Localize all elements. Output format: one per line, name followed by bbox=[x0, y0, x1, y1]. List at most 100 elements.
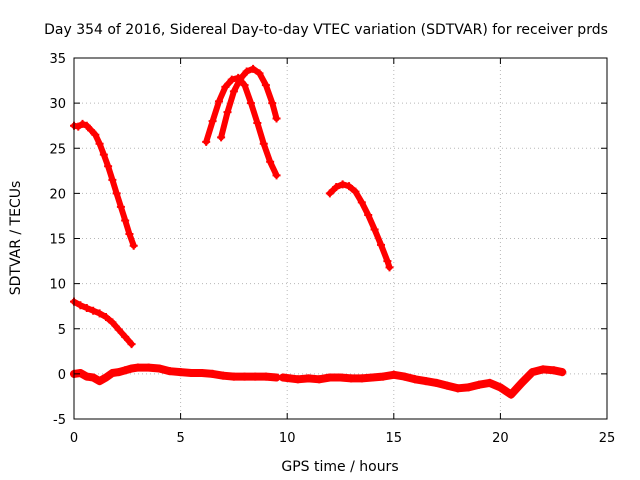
data-point bbox=[112, 189, 121, 198]
data-point bbox=[114, 368, 123, 377]
data-point bbox=[379, 372, 388, 381]
y-tick-label: 5 bbox=[58, 323, 66, 338]
data-point bbox=[125, 229, 134, 238]
data-point bbox=[208, 117, 217, 126]
data-point bbox=[558, 368, 567, 377]
data-point bbox=[101, 313, 110, 322]
data-point bbox=[411, 375, 420, 384]
data-point bbox=[95, 309, 104, 318]
data-point bbox=[268, 99, 277, 108]
data-point bbox=[155, 364, 164, 373]
x-tick-label: 25 bbox=[599, 431, 616, 446]
data-point bbox=[507, 390, 516, 399]
data-point bbox=[266, 157, 275, 166]
data-point bbox=[246, 99, 255, 108]
data-point bbox=[377, 240, 386, 249]
data-point bbox=[89, 373, 98, 382]
data-point bbox=[475, 380, 484, 389]
x-tick-label: 15 bbox=[386, 431, 403, 446]
data-point bbox=[108, 318, 117, 327]
data-point bbox=[304, 374, 313, 383]
data-point bbox=[485, 378, 494, 387]
data-point bbox=[293, 375, 302, 384]
data-point bbox=[217, 133, 226, 142]
data-point bbox=[114, 325, 123, 334]
data-point bbox=[383, 257, 392, 266]
data-point bbox=[229, 372, 238, 381]
data-point bbox=[89, 306, 98, 315]
data-point bbox=[127, 340, 136, 349]
data-point bbox=[236, 74, 245, 83]
series-near-zero-1 bbox=[70, 363, 281, 386]
data-point bbox=[336, 373, 345, 382]
data-point bbox=[255, 69, 264, 78]
y-tick-label: -5 bbox=[53, 413, 66, 428]
data-point bbox=[332, 183, 341, 192]
axis-ticks: 0 5 10 15 20 25 -5 0 5 10 15 20 25 30 35 bbox=[49, 52, 615, 446]
data-point bbox=[214, 97, 223, 106]
y-axis-label: SDTVAR / TECUs bbox=[8, 181, 24, 296]
data-point bbox=[165, 367, 174, 376]
data-point bbox=[249, 64, 258, 73]
data-point bbox=[421, 377, 430, 386]
data-point bbox=[325, 373, 334, 382]
data-point bbox=[272, 171, 281, 180]
data-point bbox=[91, 130, 100, 139]
x-axis-label: GPS time / hours bbox=[281, 459, 398, 475]
y-tick-label: 0 bbox=[58, 368, 66, 383]
data-point bbox=[87, 126, 96, 135]
data-point bbox=[99, 150, 108, 159]
data-point bbox=[116, 202, 125, 211]
data-point bbox=[325, 189, 334, 198]
series-arc-5 bbox=[326, 181, 393, 271]
data-point bbox=[242, 67, 251, 76]
y-tick-label: 35 bbox=[49, 52, 66, 67]
data-point bbox=[496, 383, 505, 392]
data-point bbox=[347, 374, 356, 383]
data-point bbox=[278, 373, 287, 382]
data-point bbox=[227, 75, 236, 84]
data-point bbox=[432, 378, 441, 387]
data-point bbox=[528, 368, 537, 377]
data-point bbox=[187, 368, 196, 377]
data-point bbox=[76, 368, 85, 377]
data-point bbox=[464, 383, 473, 392]
x-tick-label: 0 bbox=[70, 431, 78, 446]
data-point bbox=[104, 162, 113, 171]
chart-title: Day 354 of 2016, Sidereal Day-to-day VTE… bbox=[44, 22, 608, 38]
y-tick-label: 30 bbox=[49, 97, 66, 112]
data-point bbox=[351, 187, 360, 196]
data-point bbox=[253, 118, 262, 127]
data-point bbox=[95, 377, 104, 386]
data-point bbox=[221, 82, 230, 91]
data-point bbox=[74, 122, 83, 131]
data-point bbox=[121, 366, 130, 375]
data-point bbox=[197, 368, 206, 377]
data-point bbox=[121, 332, 130, 341]
x-tick-label: 5 bbox=[176, 431, 184, 446]
data-point bbox=[539, 365, 548, 374]
data-point bbox=[223, 108, 232, 117]
data-point bbox=[82, 121, 91, 130]
data-point bbox=[549, 366, 558, 375]
data-point bbox=[272, 114, 281, 123]
data-point bbox=[95, 139, 104, 148]
plot-series bbox=[70, 64, 567, 399]
series-arc-1 bbox=[71, 120, 137, 249]
series-arc-2 bbox=[71, 298, 135, 348]
data-point bbox=[261, 372, 270, 381]
data-point bbox=[453, 384, 462, 393]
data-point bbox=[240, 81, 249, 90]
data-point bbox=[385, 263, 394, 272]
data-point bbox=[202, 137, 211, 146]
y-tick-label: 15 bbox=[49, 233, 66, 248]
data-point bbox=[261, 81, 270, 90]
data-point bbox=[208, 369, 217, 378]
data-point bbox=[251, 372, 260, 381]
data-point bbox=[357, 374, 366, 383]
data-point bbox=[364, 211, 373, 220]
data-point bbox=[443, 381, 452, 390]
data-point bbox=[357, 198, 366, 207]
data-point bbox=[345, 182, 354, 191]
